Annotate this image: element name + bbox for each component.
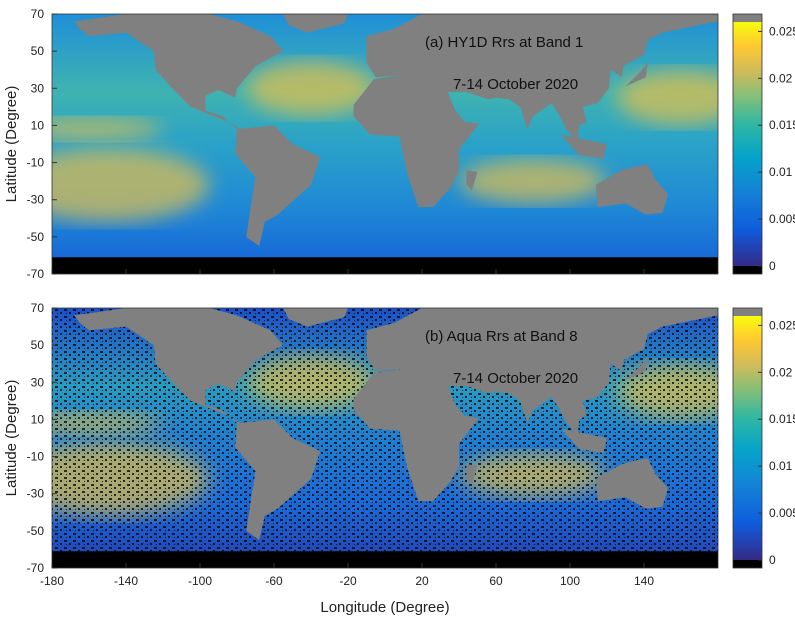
- land: [235, 125, 321, 247]
- y-tick-label: 50: [31, 338, 45, 352]
- land: [283, 14, 348, 33]
- x-tick-label: 60: [489, 574, 503, 588]
- high-reflectance: [246, 60, 376, 117]
- colorbar-tick-label: 0.01: [769, 459, 793, 473]
- y-tick-label: -30: [27, 193, 45, 207]
- land: [595, 458, 669, 509]
- colorbar-tick-label: 0.005: [769, 212, 795, 226]
- axes-box: [51, 13, 719, 275]
- y-tick-label: 10: [31, 118, 45, 132]
- colorbar: [733, 22, 762, 266]
- panel-title: (b) Aqua Rrs at Band 8: [425, 328, 578, 345]
- high-reflectance: [459, 158, 607, 204]
- high-reflectance: [52, 118, 163, 141]
- axes-box: [51, 307, 719, 569]
- x-tick-label: -100: [188, 574, 212, 588]
- y-tick-label: 30: [31, 81, 45, 95]
- high-reflectance: [52, 147, 210, 222]
- map-panel: -70 -50 -30 -10 10 30 50 70 -180 -140 -100 -60 -20 20…: [3, 301, 795, 616]
- x-tick-label: -20: [339, 574, 357, 588]
- map: [52, 14, 718, 274]
- y-tick-label: -50: [27, 230, 45, 244]
- x-tick-label: 100: [560, 574, 580, 588]
- y-tick-label: 70: [31, 301, 45, 315]
- x-tick-label: -60: [265, 574, 283, 588]
- land: [283, 308, 348, 327]
- land: [373, 330, 389, 346]
- land: [560, 428, 607, 453]
- colorbar-box: [732, 307, 763, 569]
- colorbar-tick-label: 0.025: [769, 24, 795, 38]
- land: [235, 419, 321, 541]
- x-tick-label: 20: [415, 574, 429, 588]
- y-tick-label: 10: [31, 412, 45, 426]
- colorbar: [733, 316, 762, 560]
- land: [74, 14, 284, 130]
- colorbar-tick-label: 0.02: [769, 365, 793, 379]
- colorbar-tick-label: 0.015: [769, 118, 795, 132]
- land: [625, 356, 648, 381]
- colorbar-box: [732, 13, 763, 275]
- no-data-band: [52, 257, 718, 274]
- land: [625, 62, 648, 87]
- y-tick-label: 30: [31, 375, 45, 389]
- colorbar-tick-label: 0: [769, 553, 776, 567]
- no-data-band: [52, 551, 718, 568]
- land: [373, 36, 389, 52]
- colorbar-tick-label: 0.02: [769, 71, 793, 85]
- map: [52, 308, 718, 568]
- y-tick-label: -30: [27, 487, 45, 501]
- panel-date: 7-14 October 2020: [453, 370, 578, 387]
- colorbar-missing: [733, 308, 762, 316]
- land: [560, 134, 607, 159]
- colorbar-missing: [733, 14, 762, 22]
- land: [466, 170, 478, 191]
- colorbar-tick-label: 0.015: [769, 412, 795, 426]
- y-tick-label: 70: [31, 7, 45, 21]
- y-tick-label: -10: [27, 156, 45, 170]
- colorbar-nodata: [733, 266, 762, 274]
- y-tick-label: 50: [31, 44, 45, 58]
- y-axis-label: Latitude (Degree): [3, 86, 20, 203]
- y-tick-label: -70: [27, 561, 45, 575]
- colorbar-tick-label: 0.025: [769, 318, 795, 332]
- y-axis-label: Latitude (Degree): [3, 380, 20, 497]
- land: [595, 164, 669, 215]
- y-tick-label: -70: [27, 267, 45, 281]
- high-reflectance: [616, 69, 718, 126]
- colorbar-nodata: [733, 560, 762, 568]
- colorbar-tick-label: 0.01: [769, 165, 793, 179]
- land: [353, 14, 718, 208]
- land: [74, 308, 284, 424]
- map-panel: -70 -50 -30 -10 10 30 50 70 (a) HY1D Rrs at Band…: [3, 7, 795, 281]
- x-tick-label: -180: [40, 574, 64, 588]
- x-tick-label: -140: [114, 574, 138, 588]
- colorbar-tick-label: 0.005: [769, 506, 795, 520]
- panel-title: (a) HY1D Rrs at Band 1: [425, 34, 583, 51]
- land: [353, 308, 718, 502]
- y-tick-label: -10: [27, 450, 45, 464]
- y-tick-label: -50: [27, 524, 45, 538]
- x-axis-label: Longitude (Degree): [320, 599, 449, 616]
- x-tick-label: 140: [634, 574, 654, 588]
- colorbar-tick-label: 0: [769, 259, 776, 273]
- land: [466, 464, 478, 485]
- panel-date: 7-14 October 2020: [453, 76, 578, 93]
